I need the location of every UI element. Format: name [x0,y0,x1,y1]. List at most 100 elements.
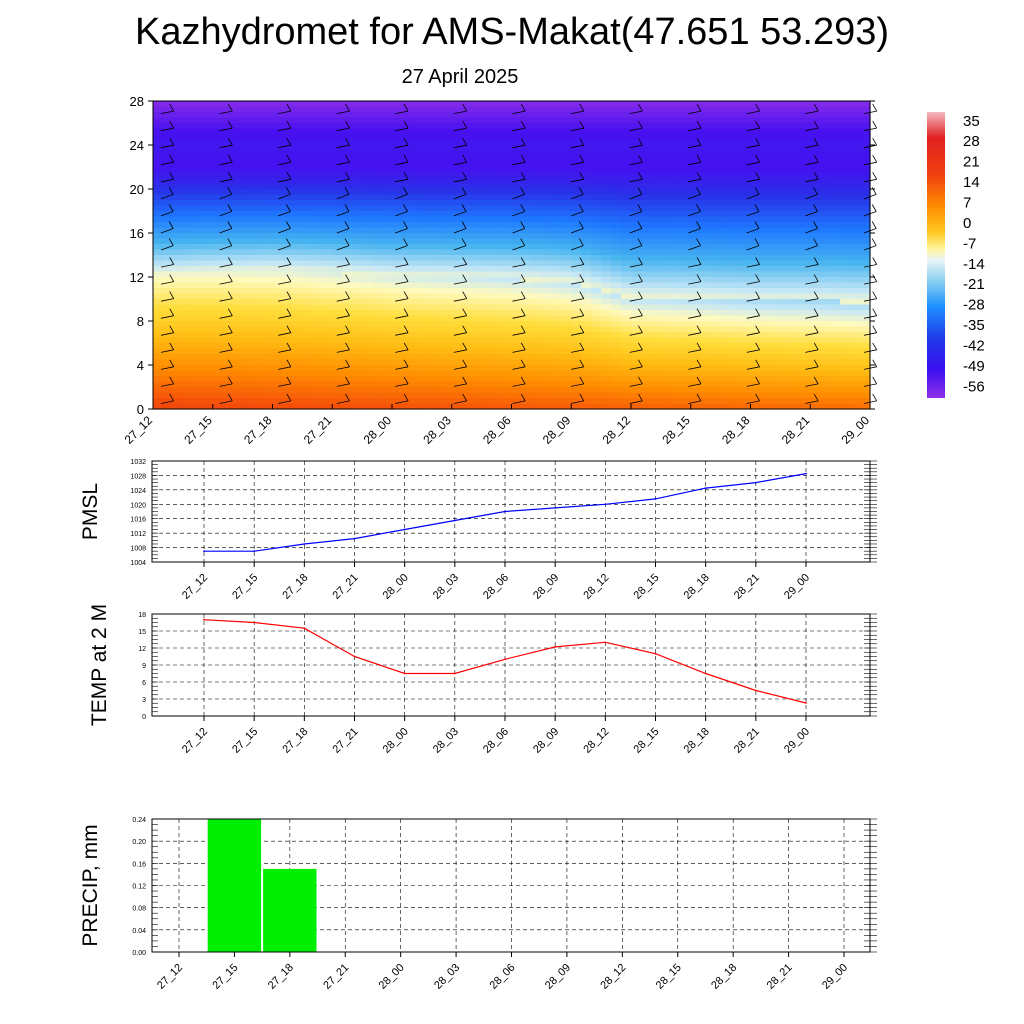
field-cell [690,134,702,141]
field-cell [650,381,662,388]
field-cell [581,288,592,295]
wind-barb-feather [227,342,233,350]
field-cell [690,266,702,273]
field-cell [820,249,831,256]
field-cell [182,376,194,383]
field-cell [272,370,284,377]
field-cell [322,354,333,361]
field-cell [640,277,652,284]
field-cell [521,381,533,388]
field-cell [770,299,781,306]
field-cell [322,233,333,240]
wind-barb [629,228,643,234]
field-cell [352,123,363,130]
field-cell [800,310,811,317]
field-cell [790,392,801,399]
field-cell [531,365,542,372]
wind-barb-feather [520,172,526,180]
field-cell [292,354,303,361]
field-cell [382,117,393,124]
field-cell [382,359,393,366]
field-cell [760,376,772,383]
field-cell [292,326,303,333]
field-cell [531,403,542,410]
field-cell [621,222,632,229]
field-cell [660,271,672,278]
field-cell [252,282,264,289]
field-cell [581,156,592,163]
field-cell [372,172,383,179]
field-cell [591,194,602,201]
wind-barb [512,110,526,114]
field-cell [501,365,513,372]
field-cell [621,398,632,405]
field-cell [372,381,383,388]
field-cell [202,189,214,196]
field-cell [820,145,831,152]
field-cell [362,326,373,333]
field-cell [491,167,503,174]
field-cell [760,183,772,190]
field-cell [541,359,552,366]
field-cell [362,222,373,229]
field-cell [441,128,453,135]
field-cell [740,277,752,284]
field-cell [581,387,592,394]
field-cell [800,200,811,207]
field-cell [431,321,443,328]
wind-barb-feather [638,274,643,282]
field-cell [650,244,662,251]
field-cell [531,398,542,405]
field-cell [252,194,264,201]
field-cell [162,288,174,295]
field-cell [670,106,682,113]
field-cell [770,112,781,119]
field-cell [780,332,791,339]
field-cell [411,227,423,234]
field-cell [561,376,572,383]
field-cell [750,337,762,344]
field-cell [611,271,622,278]
field-cell [511,304,523,311]
wind-barb-feather [345,325,350,333]
field-cell [770,370,781,377]
field-cell [153,337,164,344]
x-tick-label: 28_18 [682,572,712,602]
field-cell [202,381,214,388]
field-cell [292,299,303,306]
field-cell [262,101,274,108]
field-cell [471,387,483,394]
field-cell [481,216,493,223]
field-cell [860,238,871,245]
field-cell [830,282,841,289]
field-cell [650,271,662,278]
field-cell [631,381,642,388]
field-cell [581,183,592,190]
field-cell [581,222,592,229]
field-cell [262,189,274,196]
wind-barb-feather [813,325,819,333]
field-cell [401,183,413,190]
field-cell [153,178,164,185]
field-cell [212,233,224,240]
field-cell [541,387,552,394]
field-cell [342,321,353,328]
field-cell [561,145,572,152]
field-cell [352,348,363,355]
field-cell [352,205,363,212]
field-cell [352,233,363,240]
wind-barb-feather [462,342,468,350]
colorbar-label: 7 [963,194,971,211]
field-cell [800,343,811,350]
wind-barb-feather [520,103,526,112]
field-cell [242,403,254,410]
field-cell [730,211,742,218]
field-cell [282,348,294,355]
wind-barb [746,110,760,114]
field-cell [182,227,194,234]
field-cell [631,139,642,146]
wind-barb [336,161,350,166]
field-cell [621,172,632,179]
field-cell [202,376,214,383]
field-cell [521,189,533,196]
